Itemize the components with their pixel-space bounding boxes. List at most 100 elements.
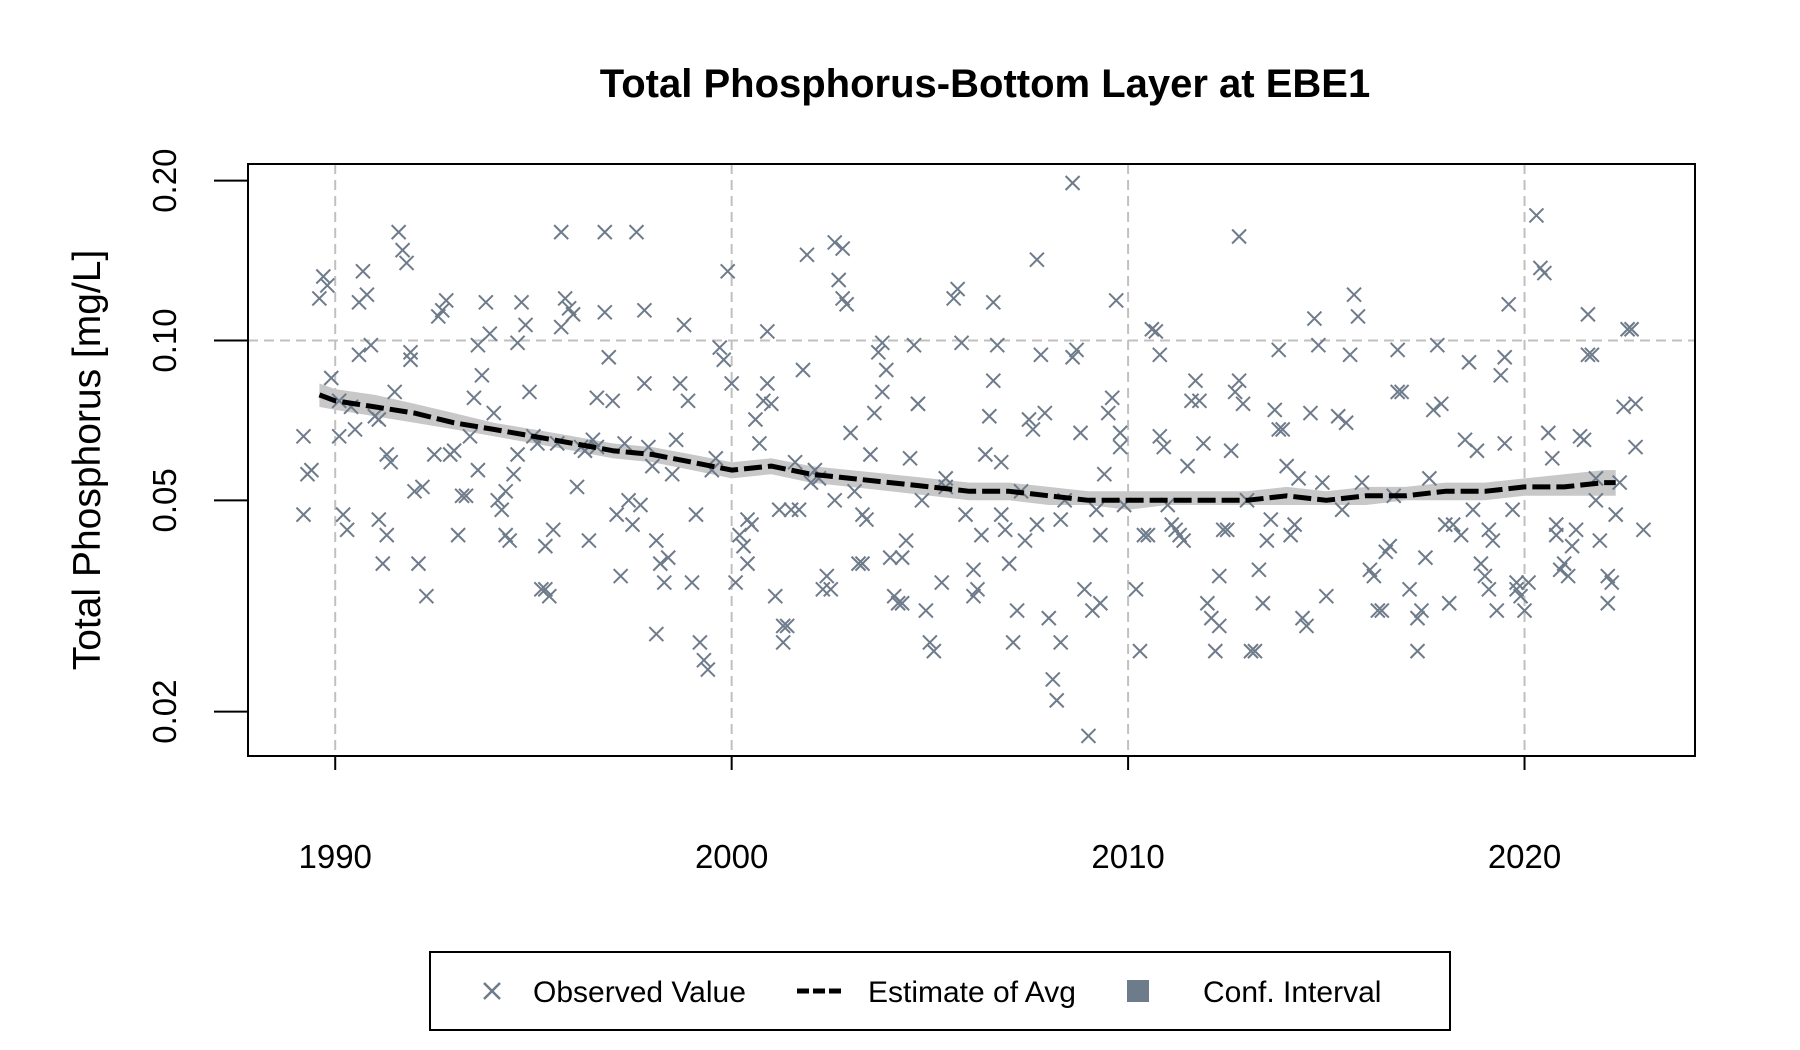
- observed-point: [1191, 393, 1208, 409]
- observed-point: [656, 574, 672, 591]
- observed-point: [688, 506, 704, 523]
- observed-point: [1627, 396, 1644, 412]
- observed-point: [957, 506, 974, 523]
- observed-point: [1334, 502, 1350, 518]
- observed-point: [1425, 402, 1442, 418]
- observed-point: [1041, 610, 1057, 626]
- observed-point: [1461, 354, 1477, 370]
- observed-point: [1389, 384, 1406, 400]
- observed-point: [1009, 602, 1025, 619]
- observed-point: [1278, 458, 1295, 474]
- observed-point: [1445, 516, 1461, 533]
- observed-point: [295, 428, 312, 445]
- observed-point: [1286, 516, 1303, 533]
- observed-point: [1564, 538, 1580, 554]
- observed-point: [775, 618, 791, 634]
- observed-point: [727, 574, 744, 591]
- observed-point: [1001, 555, 1017, 572]
- observed-point: [549, 435, 565, 452]
- observed-point: [632, 497, 649, 513]
- observed-point: [1029, 516, 1045, 533]
- observed-point: [894, 595, 910, 611]
- observed-point: [1179, 458, 1196, 474]
- observed-point: [406, 483, 423, 500]
- observed-point: [1544, 450, 1560, 467]
- observed-point: [450, 527, 466, 543]
- observed-point: [347, 421, 363, 438]
- observed-point: [644, 458, 661, 474]
- observed-point: [719, 263, 736, 280]
- observed-point: [569, 479, 585, 495]
- observed-point: [1231, 228, 1247, 245]
- observed-point: [1536, 265, 1553, 281]
- observed-point: [1409, 610, 1426, 626]
- x-axis: 1990 2000 2010 2020: [299, 755, 1561, 875]
- observed-point: [775, 634, 791, 651]
- observed-point: [882, 549, 898, 566]
- observed-point: [648, 532, 665, 549]
- observed-point: [664, 466, 680, 482]
- observed-point: [981, 408, 998, 424]
- observed-point: [914, 492, 930, 509]
- observed-point: [394, 242, 411, 258]
- observed-point: [1033, 347, 1049, 363]
- observed-point: [1604, 574, 1620, 591]
- observed-point: [648, 626, 665, 642]
- observed-point: [605, 393, 621, 409]
- observed-point: [1485, 532, 1501, 549]
- observed-point: [482, 325, 498, 342]
- observed-point: [878, 362, 894, 378]
- observed-point: [747, 411, 764, 428]
- observed-point: [874, 384, 891, 400]
- observed-point: [402, 352, 419, 368]
- observed-point: [597, 304, 613, 321]
- observed-point: [581, 532, 597, 549]
- observed-point: [1516, 602, 1533, 619]
- observed-point: [1635, 522, 1652, 538]
- observed-point: [1481, 522, 1497, 538]
- observed-point: [470, 337, 486, 353]
- observed-point: [751, 435, 768, 452]
- observed-point: [830, 272, 847, 288]
- observed-point: [1080, 728, 1097, 744]
- observed-point: [854, 555, 871, 572]
- observed-point: [910, 396, 926, 412]
- observed-point: [1298, 618, 1315, 634]
- observed-point: [1421, 470, 1438, 487]
- observed-point: [1354, 474, 1370, 491]
- observed-point: [1271, 342, 1287, 358]
- observed-point: [1183, 393, 1200, 409]
- observed-point: [1584, 347, 1600, 363]
- observed-point: [827, 234, 843, 251]
- observed-point: [612, 568, 629, 584]
- observed-point: [1148, 323, 1164, 340]
- observed-point: [684, 574, 700, 591]
- observed-point: [1251, 562, 1267, 578]
- observed-point: [379, 527, 395, 543]
- observed-point: [1437, 516, 1453, 533]
- observed-point: [842, 425, 859, 441]
- observed-point: [834, 240, 851, 257]
- x-tick-label: 2020: [1488, 838, 1561, 875]
- observed-point: [303, 462, 320, 478]
- observed-point: [402, 344, 419, 361]
- observed-point: [295, 506, 312, 523]
- observed-point: [375, 555, 391, 572]
- observed-point: [553, 319, 569, 335]
- observed-point: [1211, 568, 1227, 584]
- observed-point: [1267, 402, 1283, 418]
- plot-frame: [247, 163, 1696, 757]
- observed-point: [1619, 321, 1636, 337]
- observed-point: [1223, 443, 1239, 459]
- observed-point: [949, 281, 966, 297]
- observed-point: [938, 470, 954, 487]
- observed-point: [1072, 425, 1089, 441]
- x-tick-label: 2000: [695, 838, 768, 875]
- observed-point: [386, 384, 403, 400]
- observed-point: [1540, 425, 1557, 441]
- observed-point: [1489, 602, 1505, 619]
- observed-point: [1469, 443, 1485, 459]
- observed-point: [315, 268, 332, 285]
- observed-point: [1195, 435, 1212, 452]
- observed-point: [1136, 527, 1152, 543]
